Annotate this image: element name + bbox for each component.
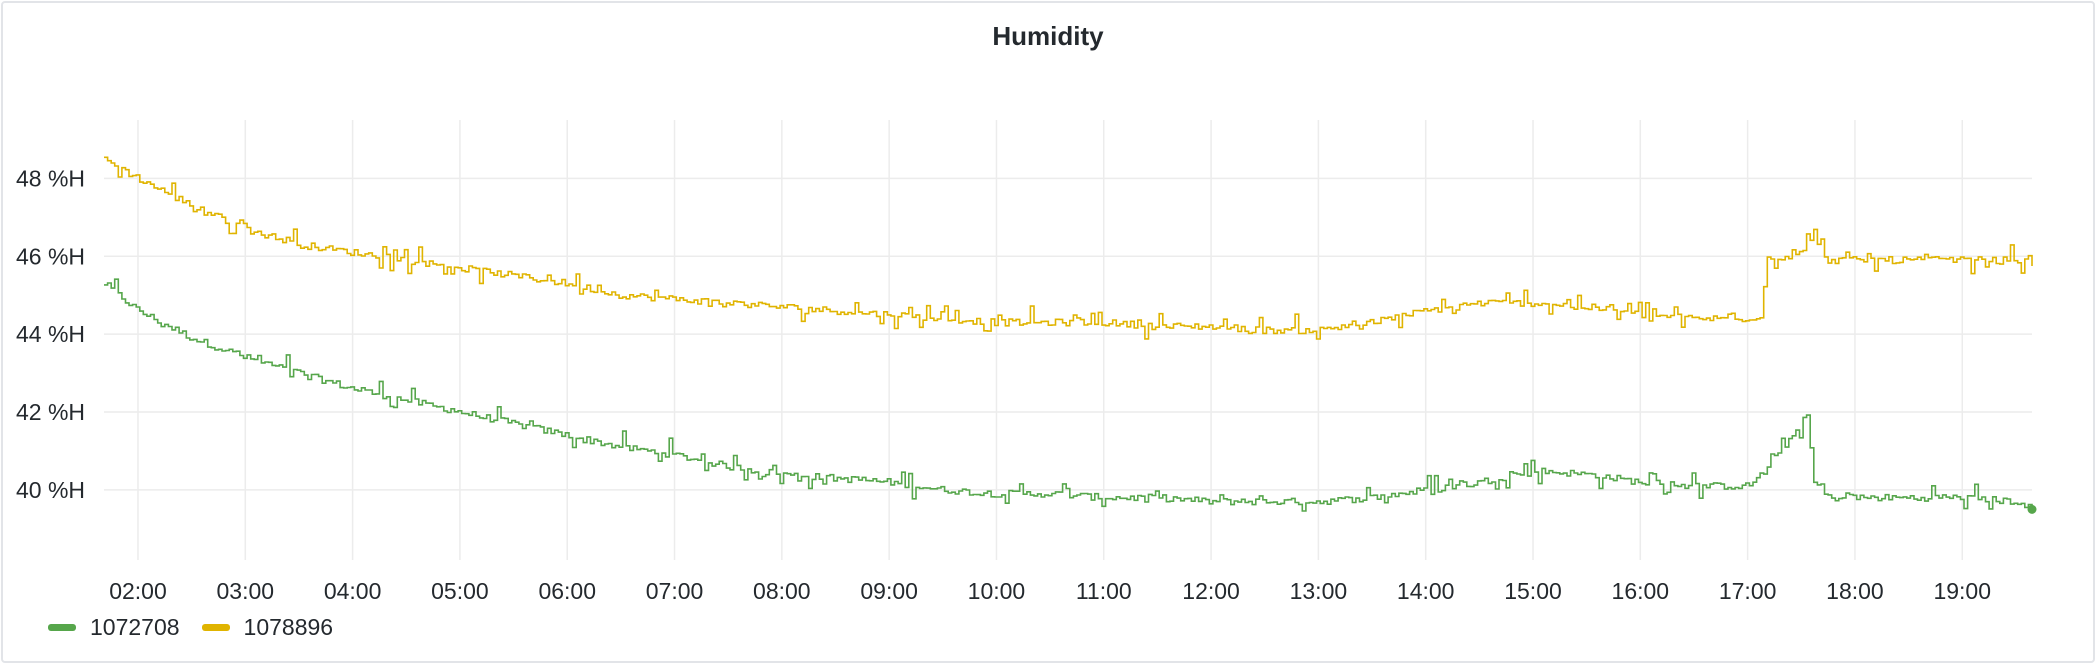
x-tick-label: 14:00	[1397, 578, 1455, 604]
x-tick-label: 05:00	[431, 578, 489, 604]
x-tick-label: 15:00	[1504, 578, 1562, 604]
x-tick-label: 03:00	[217, 578, 275, 604]
legend-label: 1072708	[90, 614, 180, 640]
y-tick-label: 42 %H	[16, 399, 85, 425]
series-line-1072708	[104, 278, 2033, 512]
x-tick-label: 17:00	[1719, 578, 1777, 604]
legend-swatch	[48, 624, 76, 631]
x-tick-label: 10:00	[968, 578, 1026, 604]
legend: 1072708 1078896	[48, 614, 355, 641]
axis-labels: 40 %H 42 %H 44 %H 46 %H 48 %H 02:00 03:00 04:00…	[16, 165, 1991, 604]
y-tick-label: 40 %H	[16, 477, 85, 503]
x-tick-label: 16:00	[1612, 578, 1670, 604]
legend-swatch	[201, 624, 230, 631]
series-layer	[104, 156, 2037, 514]
x-tick-label: 13:00	[1290, 578, 1348, 604]
x-tick-label: 06:00	[538, 578, 596, 604]
legend-item-1078896[interactable]: 1078896	[201, 614, 334, 641]
y-tick-label: 46 %H	[16, 243, 85, 269]
panel-title: Humidity	[992, 21, 1104, 51]
x-tick-label: 11:00	[1076, 578, 1132, 604]
x-tick-label: 19:00	[1933, 578, 1991, 604]
x-tick-label: 02:00	[109, 578, 167, 604]
x-tick-label: 09:00	[860, 578, 918, 604]
series-line-1078896	[104, 156, 2033, 340]
x-tick-label: 12:00	[1182, 578, 1240, 604]
y-tick-label: 44 %H	[16, 321, 85, 347]
grid-layer	[104, 120, 2032, 560]
x-tick-label: 08:00	[753, 578, 811, 604]
legend-label: 1078896	[243, 614, 334, 640]
x-tick-label: 04:00	[324, 578, 382, 604]
x-tick-label: 07:00	[646, 578, 704, 604]
y-tick-label: 48 %H	[16, 165, 85, 191]
legend-item-1072708[interactable]: 1072708	[48, 614, 180, 641]
series-end-point	[2027, 504, 2037, 514]
x-tick-label: 18:00	[1826, 578, 1884, 604]
